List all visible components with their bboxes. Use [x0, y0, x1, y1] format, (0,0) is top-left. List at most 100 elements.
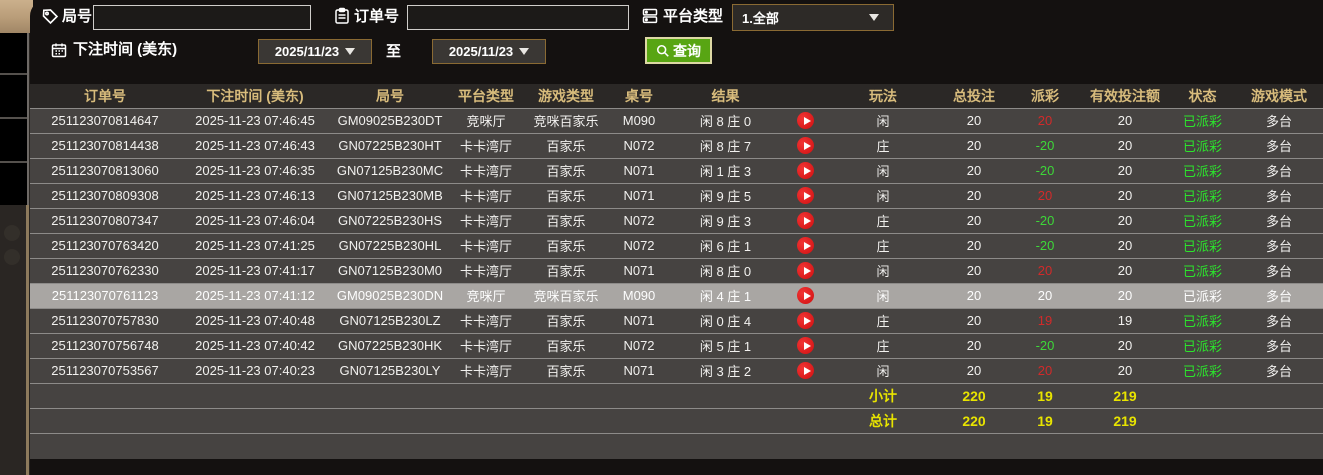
cell-mode: 多台 [1235, 158, 1323, 184]
play-cell [783, 208, 828, 234]
round-number-input[interactable] [93, 5, 311, 30]
cell-bet-time: 2025-11-23 07:40:42 [180, 333, 330, 359]
cell-payout: 20 [1010, 258, 1080, 284]
table-row[interactable]: 251123070753567 2025-11-23 07:40:23 GN0712… [30, 358, 1323, 384]
cell-order: 251123070757830 [30, 308, 180, 334]
table-row[interactable]: 251123070757830 2025-11-23 07:40:48 GN0712… [30, 308, 1323, 334]
cell-bet-on: 闲 [828, 158, 938, 184]
platform-type-select[interactable]: 1.全部 [732, 4, 894, 31]
cell-game-type: 百家乐 [522, 133, 610, 159]
background-video-panels [0, 33, 29, 205]
play-video-button[interactable] [797, 262, 814, 280]
cell-game-type: 竞咪百家乐 [522, 283, 610, 309]
table-row[interactable]: 251123070809308 2025-11-23 07:46:13 GN0712… [30, 183, 1323, 209]
cell-status: 已派彩 [1170, 258, 1235, 284]
cell-round: GN07125B230MB [330, 183, 450, 209]
cell-platform: 卡卡湾厅 [450, 158, 522, 184]
play-video-button[interactable] [797, 337, 814, 355]
cell-valid-bet: 20 [1080, 158, 1170, 184]
date-to-select[interactable]: 2025/11/23 [432, 39, 546, 64]
cell-order: 251123070756748 [30, 333, 180, 359]
cell-mode: 多台 [1235, 108, 1323, 134]
play-video-button[interactable] [797, 162, 814, 180]
play-video-button[interactable] [797, 212, 814, 230]
cell-status: 已派彩 [1170, 133, 1235, 159]
cell-platform: 卡卡湾厅 [450, 358, 522, 384]
cell-game-type: 百家乐 [522, 233, 610, 259]
table-row[interactable]: 251123070756748 2025-11-23 07:40:42 GN0722… [30, 333, 1323, 359]
play-cell [783, 333, 828, 359]
cell-round: GN07125B230LY [330, 358, 450, 384]
cell-total-bet: 20 [938, 108, 1010, 134]
table-row[interactable]: 251123070763420 2025-11-23 07:41:25 GN0722… [30, 233, 1323, 259]
play-video-button[interactable] [797, 312, 814, 330]
play-video-button[interactable] [797, 237, 814, 255]
play-cell [783, 258, 828, 284]
cell-valid-bet: 20 [1080, 183, 1170, 209]
cell-result: 闲 4 庄 1 [668, 283, 783, 309]
table-row[interactable]: 251123070807347 2025-11-23 07:46:04 GN0722… [30, 208, 1323, 234]
search-icon [656, 44, 669, 57]
table-row[interactable]: 251123070814647 2025-11-23 07:46:45 GM0902… [30, 108, 1323, 134]
date-from-select[interactable]: 2025/11/23 [258, 39, 372, 64]
play-video-button[interactable] [797, 287, 814, 305]
cell-result: 闲 8 庄 0 [668, 258, 783, 284]
cell-order: 251123070753567 [30, 358, 180, 384]
cell-status: 已派彩 [1170, 283, 1235, 309]
cell-total-bet: 20 [938, 208, 1010, 234]
cell-game-type: 竞咪百家乐 [522, 108, 610, 134]
bet-time-label: 下注时间 (美东) [73, 41, 178, 58]
play-cell [783, 158, 828, 184]
play-video-button[interactable] [797, 112, 814, 130]
cell-result: 闲 3 庄 2 [668, 358, 783, 384]
search-button[interactable]: 查询 [645, 37, 712, 64]
cell-platform: 竞咪厅 [450, 283, 522, 309]
cell-mode: 多台 [1235, 208, 1323, 234]
tag-icon [41, 8, 59, 26]
play-cell [783, 108, 828, 134]
cell-mode: 多台 [1235, 333, 1323, 359]
calendar-icon [50, 41, 68, 59]
cell-payout: 20 [1010, 283, 1080, 309]
table-row[interactable]: 251123070814438 2025-11-23 07:46:43 GN0722… [30, 133, 1323, 159]
play-video-button[interactable] [797, 362, 814, 380]
cell-platform: 卡卡湾厅 [450, 333, 522, 359]
col-header-bet-time: 下注时间 (美东) [180, 84, 330, 109]
col-header-valid-bet: 有效投注额 [1080, 84, 1170, 109]
cell-status: 已派彩 [1170, 333, 1235, 359]
cell-round: GM09025B230DT [330, 108, 450, 134]
cell-round: GN07225B230HS [330, 208, 450, 234]
cell-payout: 19 [1010, 308, 1080, 334]
cell-result: 闲 0 庄 4 [668, 308, 783, 334]
cell-bet-time: 2025-11-23 07:46:45 [180, 108, 330, 134]
chevron-down-icon [519, 48, 530, 55]
cell-valid-bet: 20 [1080, 208, 1170, 234]
grand-total-valid-bet: 219 [1080, 408, 1170, 434]
chevron-down-icon [345, 48, 356, 55]
query-toolbar: 局号 订单号 平台类型 1.全部 [30, 0, 1323, 84]
cell-mode: 多台 [1235, 133, 1323, 159]
grand-total-total-bet: 220 [938, 408, 1010, 434]
table-row[interactable]: 251123070761123 2025-11-23 07:41:12 GM0902… [30, 283, 1323, 309]
cell-bet-time: 2025-11-23 07:46:35 [180, 158, 330, 184]
cell-order: 251123070761123 [30, 283, 180, 309]
cell-payout: 20 [1010, 108, 1080, 134]
background-tan-shape [0, 0, 33, 33]
cell-empty [1170, 383, 1235, 409]
cell-mode: 多台 [1235, 258, 1323, 284]
cell-payout: -20 [1010, 208, 1080, 234]
subtotal-label: 小计 [828, 383, 938, 409]
col-header-platform: 平台类型 [450, 84, 522, 109]
cell-result: 闲 5 庄 1 [668, 333, 783, 359]
table-row[interactable]: 251123070762330 2025-11-23 07:41:17 GN0712… [30, 258, 1323, 284]
play-video-button[interactable] [797, 137, 814, 155]
table-row[interactable]: 251123070813060 2025-11-23 07:46:35 GN0712… [30, 158, 1323, 184]
cell-bet-on: 庄 [828, 308, 938, 334]
cell-platform: 卡卡湾厅 [450, 258, 522, 284]
cell-game-type: 百家乐 [522, 358, 610, 384]
cell-bet-time: 2025-11-23 07:46:43 [180, 133, 330, 159]
cell-table-no: N072 [610, 208, 668, 234]
play-video-button[interactable] [797, 187, 814, 205]
subtotal-payout: 19 [1010, 383, 1080, 409]
order-number-input[interactable] [407, 5, 629, 30]
